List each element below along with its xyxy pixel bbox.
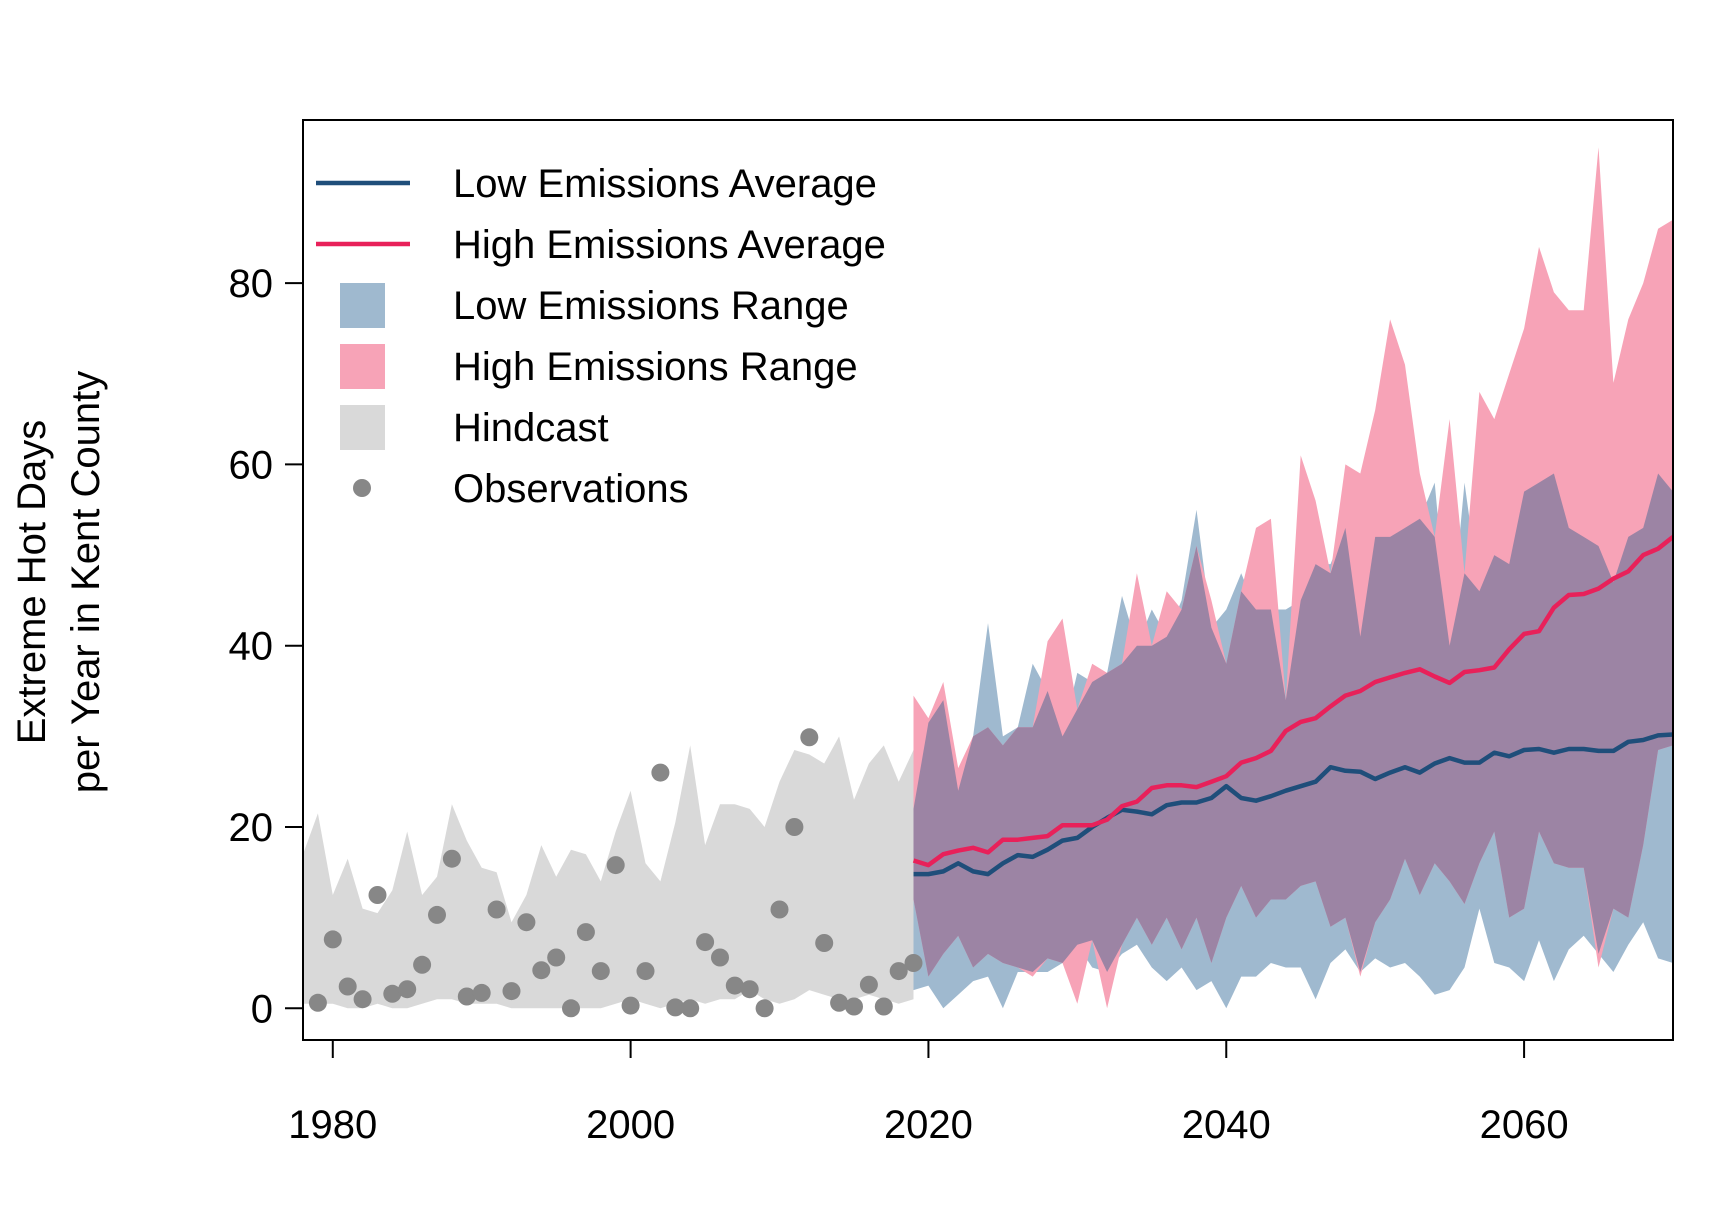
y-tick-label: 0 — [251, 987, 273, 1031]
y-axis-label: Extreme Hot Days per Year in Kent County — [10, 371, 108, 794]
legend: Low Emissions Average High Emissions Aver… — [316, 162, 886, 511]
observation-point — [785, 818, 804, 836]
observation-point — [889, 962, 908, 981]
observation-point — [353, 990, 372, 1009]
x-tick-label: 2060 — [1480, 1103, 1569, 1147]
legend-label-hindcast: Hindcast — [453, 406, 609, 450]
observation-point — [666, 998, 685, 1017]
observation-point — [413, 955, 432, 974]
legend-swatch-low-emissions-range — [340, 283, 385, 328]
average-lines — [912, 535, 1673, 877]
observation-point — [800, 728, 819, 747]
observation-point — [532, 961, 551, 980]
observation-point — [725, 976, 744, 995]
low-emissions-average-line — [913, 732, 1673, 877]
observation-point — [562, 999, 580, 1018]
y-tick-label: 80 — [229, 262, 274, 306]
observation-point — [338, 977, 357, 996]
observation-point — [487, 900, 506, 919]
observation-point — [651, 763, 670, 782]
y-axis: 0 20 40 60 80 — [229, 262, 303, 1031]
x-tick-label: 2000 — [586, 1103, 675, 1147]
observation-point — [755, 999, 774, 1018]
high-emissions-average-line — [912, 535, 1673, 868]
observation-point — [904, 954, 923, 972]
legend-label-observations: Observations — [453, 467, 689, 511]
observation-point — [323, 930, 342, 949]
legend-swatch-observations — [353, 479, 371, 497]
observation-points — [308, 728, 923, 1018]
observation-point — [308, 993, 327, 1012]
observation-point — [830, 993, 849, 1012]
observation-point — [845, 997, 863, 1016]
observation-point — [636, 962, 655, 981]
x-tick-label: 1980 — [288, 1103, 377, 1147]
observation-point — [770, 900, 789, 919]
observation-point — [398, 980, 417, 999]
observation-point — [711, 948, 729, 967]
x-axis: 1980 2000 2020 2040 2060 — [288, 1040, 1569, 1147]
observation-point — [457, 987, 476, 1006]
y-axis-label-line-1: Extreme Hot Days — [10, 420, 54, 745]
x-tick-label: 2040 — [1182, 1103, 1271, 1147]
observation-point — [517, 913, 536, 932]
observation-point — [383, 984, 402, 1003]
observation-point — [815, 934, 834, 952]
legend-swatch-high-emissions-range — [340, 344, 385, 389]
legend-label-low-emissions-range: Low Emissions Range — [453, 284, 849, 328]
legend-label-low-emissions-average: Low Emissions Average — [453, 162, 877, 206]
observation-point — [874, 997, 893, 1016]
observation-point — [591, 962, 610, 981]
observation-point — [547, 948, 566, 967]
observation-point — [472, 983, 491, 1002]
legend-label-high-emissions-range: High Emissions Range — [453, 345, 858, 389]
observation-point — [859, 975, 878, 994]
observation-point — [621, 996, 640, 1015]
legend-label-high-emissions-average: High Emissions Average — [453, 223, 886, 267]
y-tick-label: 60 — [229, 443, 274, 487]
observation-point — [502, 982, 521, 1001]
observation-point — [696, 933, 715, 952]
y-tick-label: 20 — [229, 806, 274, 850]
y-axis-label-line-2: per Year in Kent County — [64, 371, 108, 794]
observation-point — [428, 905, 446, 924]
observation-point — [681, 999, 700, 1018]
observation-point — [576, 923, 595, 942]
observation-point — [740, 980, 759, 999]
legend-swatch-hindcast — [340, 405, 385, 450]
observation-point — [442, 849, 461, 868]
plot-frame — [302, 119, 1674, 1041]
range-areas — [303, 147, 1673, 1009]
observation-point — [606, 856, 625, 875]
y-tick-label: 40 — [229, 625, 274, 669]
x-tick-label: 2020 — [884, 1103, 973, 1147]
hindcast-area — [303, 736, 914, 1009]
observation-point — [368, 886, 387, 904]
